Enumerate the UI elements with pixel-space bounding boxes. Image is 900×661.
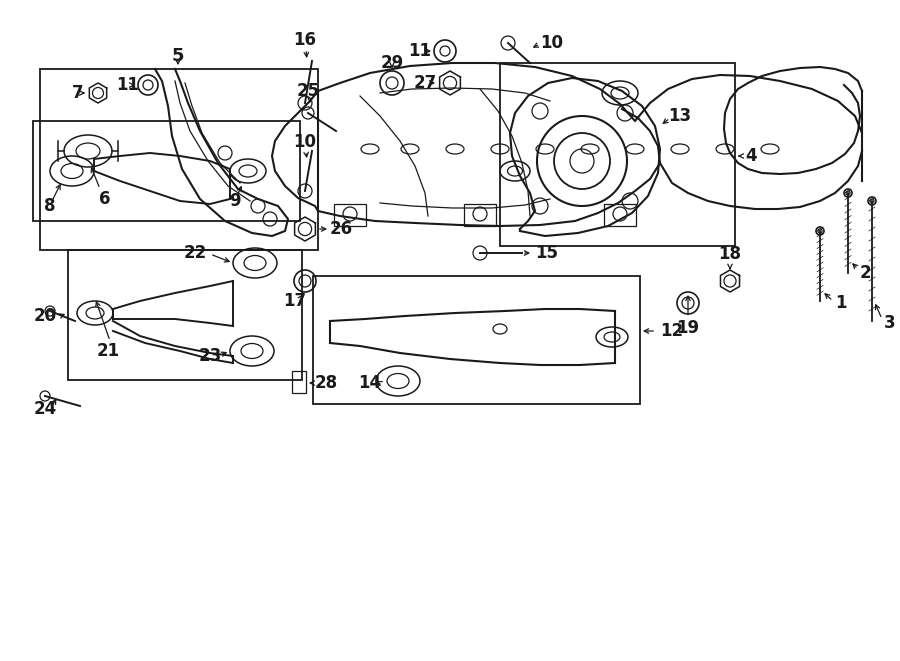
Text: 3: 3 [884, 314, 896, 332]
Text: 17: 17 [284, 292, 307, 310]
Text: 27: 27 [413, 74, 436, 92]
Text: 5: 5 [172, 47, 184, 65]
Text: 11: 11 [116, 76, 140, 94]
Bar [334, 204, 366, 226]
Text: 19: 19 [677, 319, 699, 337]
Text: 9: 9 [230, 192, 241, 210]
Bar [40, 69, 318, 250]
Text: 2: 2 [860, 264, 871, 282]
Bar [68, 250, 302, 380]
Text: 21: 21 [96, 342, 120, 360]
Text: 18: 18 [718, 245, 742, 263]
Text: 25: 25 [296, 82, 320, 100]
Text: 13: 13 [668, 107, 691, 125]
Text: 7: 7 [72, 84, 84, 102]
Text: 23: 23 [198, 347, 221, 365]
Text: 20: 20 [33, 307, 57, 325]
Bar [604, 204, 636, 226]
Text: 4: 4 [745, 147, 757, 165]
Bar [500, 63, 735, 246]
Bar [464, 204, 496, 226]
Text: 28: 28 [315, 374, 338, 392]
Text: 15: 15 [535, 244, 558, 262]
Text: 22: 22 [184, 244, 207, 262]
Text: 26: 26 [330, 220, 353, 238]
Text: 24: 24 [33, 400, 57, 418]
Bar [313, 276, 640, 404]
Text: 10: 10 [293, 133, 317, 151]
Text: 1: 1 [835, 294, 847, 312]
Text: 29: 29 [381, 54, 403, 72]
Bar [33, 121, 300, 221]
Text: 6: 6 [99, 190, 111, 208]
Text: 12: 12 [660, 322, 683, 340]
Text: 8: 8 [44, 197, 56, 215]
Text: 11: 11 [409, 42, 431, 60]
Text: 16: 16 [293, 31, 317, 49]
Text: 10: 10 [540, 34, 563, 52]
Text: 14: 14 [358, 374, 382, 392]
Bar [292, 371, 306, 393]
